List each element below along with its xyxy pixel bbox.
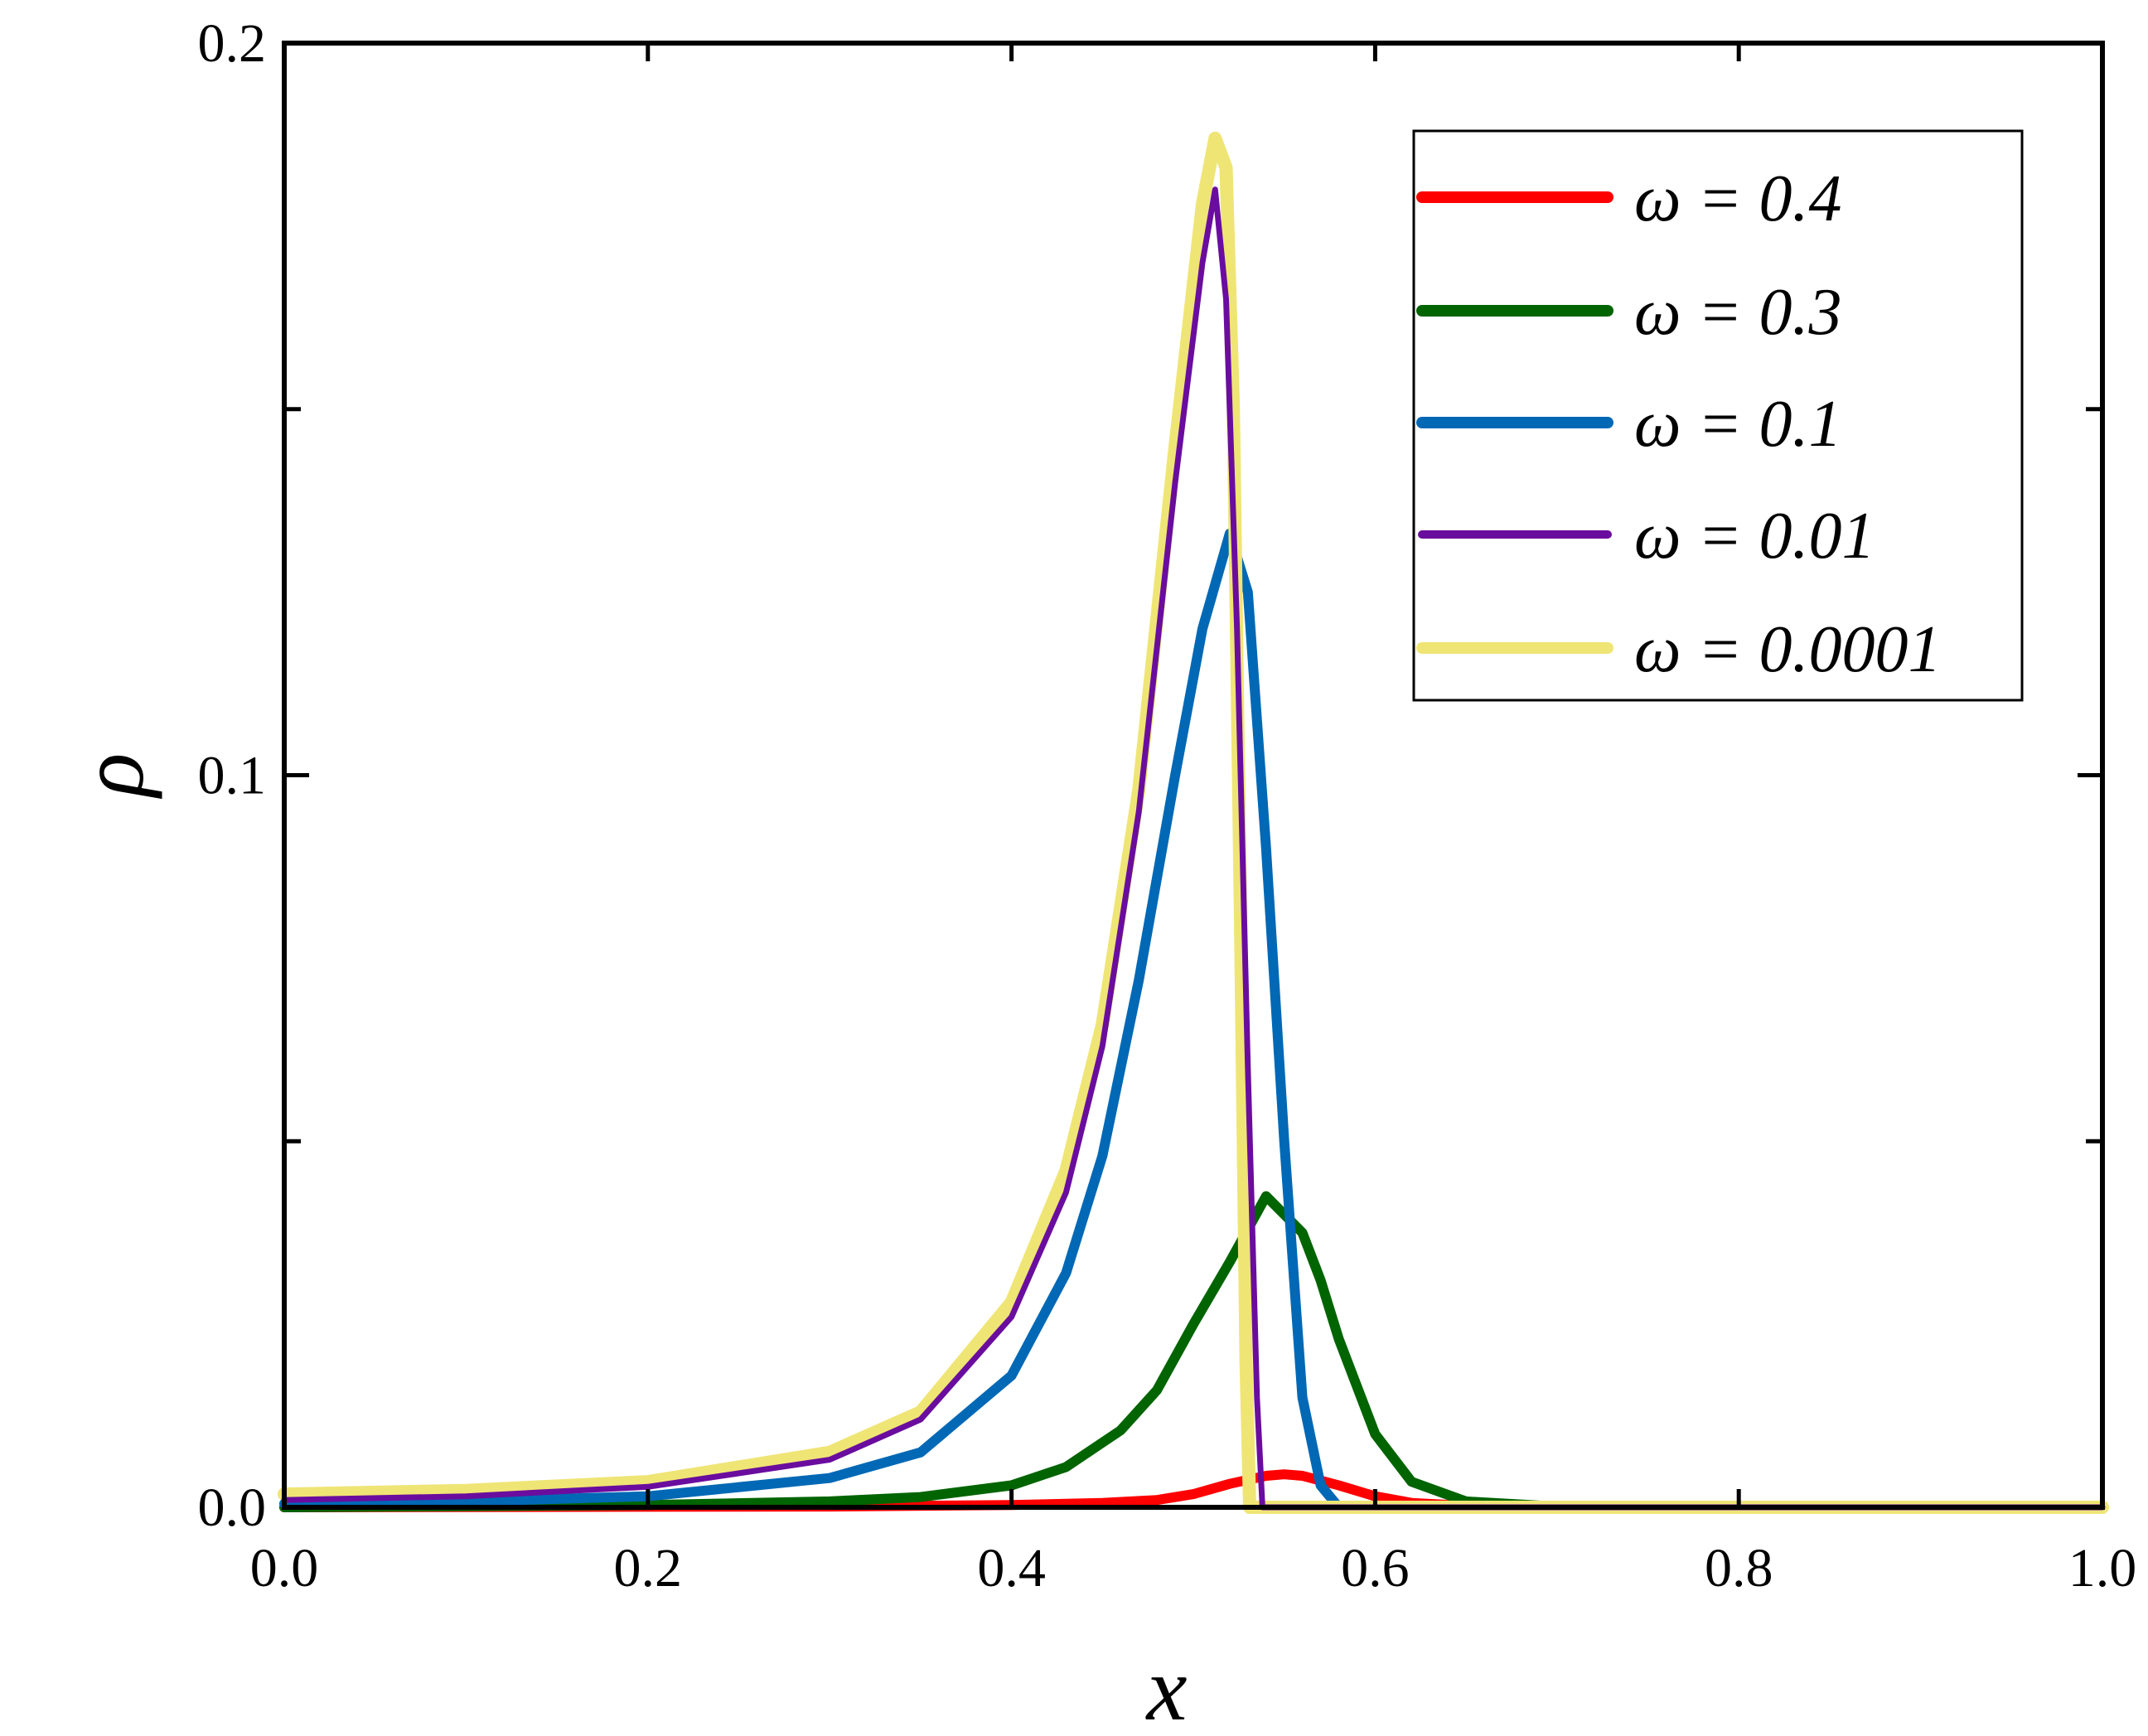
x-tick-label: 0.8 [1705, 1538, 1773, 1598]
series-line-1 [279, 1191, 2107, 1512]
x-axis-title: x [1145, 1638, 1188, 1736]
legend-label-0: ω = 0.4 [1634, 162, 1841, 235]
x-tick-label: 0.6 [1341, 1538, 1410, 1598]
y-tick-label: 0.0 [198, 1477, 267, 1538]
x-tick-label: 0.2 [614, 1538, 683, 1598]
legend-label-4: ω = 0.0001 [1634, 613, 1941, 686]
x-tick-label: 1.0 [2068, 1538, 2137, 1598]
legend-label-1: ω = 0.3 [1634, 276, 1841, 349]
y-axis-title: ρ [61, 753, 162, 800]
ticks-layer: 0.0 0.2 0.4 0.6 0.8 1.0 0.0 0.1 0.2 [198, 13, 2137, 1598]
legend-label-2: ω = 0.1 [1634, 388, 1841, 461]
legend-label-3: ω = 0.01 [1634, 500, 1875, 573]
series-line-2 [279, 528, 2107, 1512]
x-tick-label: 0.0 [250, 1538, 319, 1598]
y-tick-label: 0.1 [198, 746, 267, 806]
legend: ω = 0.4 ω = 0.3 ω = 0.1 ω = 0.01 ω = 0.0001 [1412, 129, 2024, 702]
x-tick-label: 0.4 [977, 1538, 1046, 1598]
series-line-3 [281, 186, 2106, 1511]
y-tick-label: 0.2 [198, 13, 267, 74]
series-line-4 [278, 131, 2109, 1514]
legend-box [1412, 129, 2024, 702]
series-layer [278, 131, 2109, 1514]
